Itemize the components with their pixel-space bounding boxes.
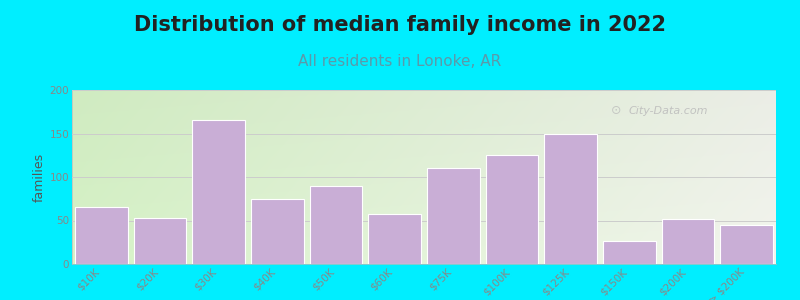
Bar (427, 168, 480, 264)
Bar (486, 155, 538, 264)
Bar (75, 208, 128, 264)
Bar (544, 134, 597, 264)
Bar (662, 219, 714, 264)
Text: All residents in Lonoke, AR: All residents in Lonoke, AR (298, 54, 502, 69)
Text: Distribution of median family income in 2022: Distribution of median family income in … (134, 15, 666, 35)
Bar (720, 225, 773, 264)
Bar (603, 241, 656, 264)
Bar (368, 214, 421, 264)
Text: ⊙: ⊙ (610, 104, 621, 117)
Y-axis label: families: families (32, 152, 46, 202)
Bar (134, 218, 186, 264)
Bar (310, 186, 362, 264)
Text: City-Data.com: City-Data.com (628, 106, 708, 116)
Bar (192, 120, 245, 264)
Bar (251, 199, 304, 264)
